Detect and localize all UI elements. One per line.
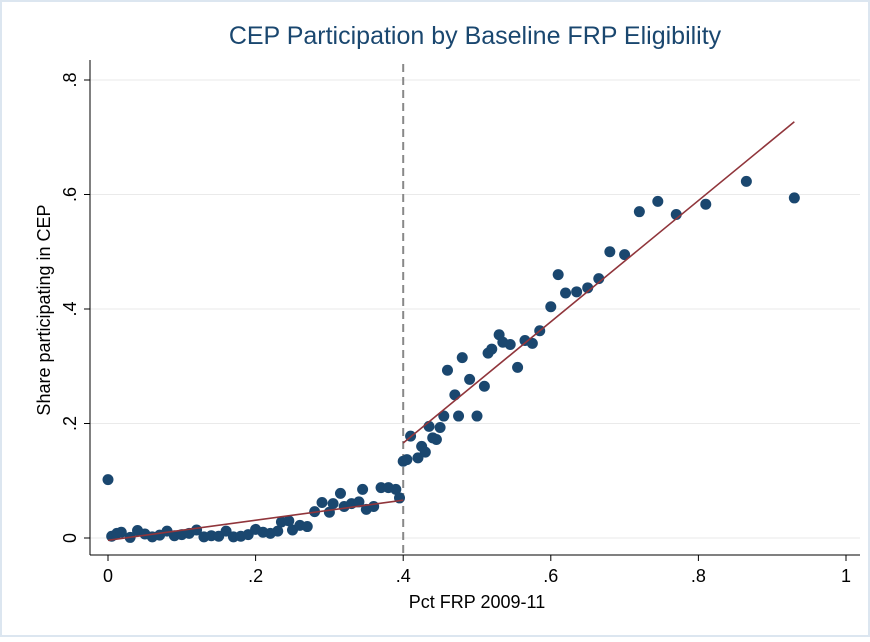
x-tick-label: .4 bbox=[396, 566, 411, 586]
point bbox=[412, 452, 424, 464]
point bbox=[471, 410, 483, 422]
point bbox=[449, 389, 461, 401]
point bbox=[368, 501, 380, 513]
point bbox=[316, 497, 328, 509]
point bbox=[504, 338, 516, 350]
point bbox=[438, 410, 450, 422]
y-tick-label: .2 bbox=[60, 416, 80, 431]
point bbox=[619, 249, 631, 261]
point bbox=[552, 269, 564, 281]
x-tick-label: .6 bbox=[543, 566, 558, 586]
point bbox=[419, 446, 431, 458]
point bbox=[526, 337, 538, 349]
point bbox=[102, 474, 114, 486]
point bbox=[652, 195, 664, 207]
point bbox=[441, 364, 453, 376]
point bbox=[456, 352, 468, 364]
point bbox=[633, 206, 645, 218]
point bbox=[740, 175, 752, 187]
chart-title: CEP Participation by Baseline FRP Eligib… bbox=[229, 22, 722, 50]
point bbox=[272, 525, 284, 537]
point bbox=[401, 454, 413, 466]
point bbox=[283, 515, 295, 527]
y-tick-label: 0 bbox=[60, 533, 80, 543]
x-tick-label: 1 bbox=[841, 566, 851, 586]
point bbox=[700, 198, 712, 210]
fit-line bbox=[402, 121, 795, 444]
y-tick-label: .8 bbox=[60, 72, 80, 87]
y-tick-label: .4 bbox=[60, 301, 80, 316]
y-tick-label: .6 bbox=[60, 187, 80, 202]
point bbox=[357, 483, 369, 495]
point bbox=[334, 487, 346, 499]
point bbox=[327, 498, 339, 510]
point bbox=[582, 282, 594, 294]
point bbox=[464, 373, 476, 385]
x-tick-label: .8 bbox=[691, 566, 706, 586]
point bbox=[453, 410, 465, 422]
x-tick-label: .2 bbox=[248, 566, 263, 586]
point bbox=[115, 526, 127, 538]
point bbox=[545, 301, 557, 313]
point bbox=[434, 422, 446, 434]
point bbox=[301, 521, 313, 533]
point bbox=[788, 192, 800, 204]
point bbox=[512, 361, 524, 373]
y-axis-title: Share participating in CEP bbox=[34, 204, 54, 415]
point bbox=[220, 525, 232, 537]
point bbox=[604, 246, 616, 258]
point bbox=[571, 286, 583, 298]
point bbox=[390, 483, 402, 495]
point bbox=[486, 343, 498, 355]
point bbox=[560, 287, 572, 299]
point bbox=[353, 496, 365, 508]
fit-line bbox=[107, 499, 404, 542]
point bbox=[593, 273, 605, 285]
point bbox=[478, 380, 490, 392]
x-tick-label: 0 bbox=[103, 566, 113, 586]
point bbox=[430, 434, 442, 446]
x-axis-title: Pct FRP 2009-11 bbox=[409, 592, 545, 612]
